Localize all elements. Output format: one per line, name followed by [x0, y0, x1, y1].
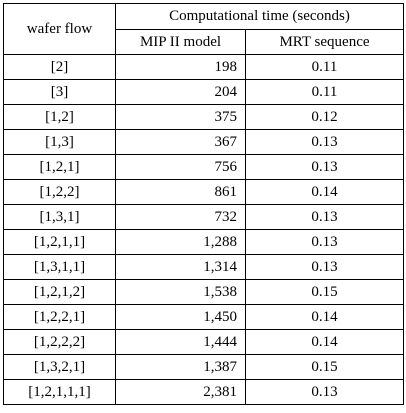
- wafer-flow: [1,2,1,1,1]: [3, 379, 116, 405]
- group-header: Computational time (seconds): [115, 3, 404, 30]
- data-row: [1,2,2] 861 0.14: [3, 179, 404, 205]
- column-header: MIP II model: [115, 29, 246, 55]
- wafer-flow: [1,3,1,1]: [3, 254, 116, 280]
- mip-time: 204: [115, 79, 246, 105]
- data-row: [1,2,1,2] 1,538 0.15: [3, 279, 404, 305]
- wafer-flow: [1,2,1,1]: [3, 229, 116, 255]
- wafer-flow: [3]: [3, 79, 116, 105]
- mip-time: 1,387: [115, 354, 246, 380]
- mip-time: 367: [115, 129, 246, 155]
- mrt-time: 0.14: [245, 179, 404, 205]
- mip-time: 756: [115, 154, 246, 180]
- wafer-flow: [1,2]: [3, 104, 116, 130]
- wafer-flow: [1,3]: [3, 129, 116, 155]
- data-row: [3] 204 0.11: [3, 79, 404, 105]
- mrt-time: 0.14: [245, 329, 404, 355]
- table-body: wafer flow Computational time (seconds) …: [3, 3, 404, 405]
- header-row: wafer flow Computational time (seconds): [3, 3, 404, 55]
- wafer-flow: [1,2,1,2]: [3, 279, 116, 305]
- mrt-time: 0.13: [245, 204, 404, 230]
- wafer-flow: [1,3,1]: [3, 204, 116, 230]
- wafer-flow: [1,2,2,1]: [3, 304, 116, 330]
- mrt-time: 0.12: [245, 104, 404, 130]
- data-row: [1,3,1] 732 0.13: [3, 204, 404, 230]
- wafer-flow: [1,2,1]: [3, 154, 116, 180]
- data-row: [2] 198 0.11: [3, 54, 404, 80]
- mrt-time: 0.15: [245, 354, 404, 380]
- data-row: [1,2,2,2] 1,444 0.14: [3, 329, 404, 355]
- column-header: MRT sequence: [245, 29, 404, 55]
- data-row: [1,3,2,1] 1,387 0.15: [3, 354, 404, 380]
- mrt-time: 0.13: [245, 229, 404, 255]
- mrt-time: 0.13: [245, 254, 404, 280]
- wafer-flow: [1,3,2,1]: [3, 354, 116, 380]
- data-row: [1,2,1,1,1] 2,381 0.13: [3, 379, 404, 405]
- mip-time: 375: [115, 104, 246, 130]
- header-row: MIP II model MRT sequence: [4, 29, 404, 55]
- wafer-flow: [1,2,2,2]: [3, 329, 116, 355]
- mrt-time: 0.13: [245, 154, 404, 180]
- mrt-time: 0.13: [245, 379, 404, 405]
- mip-time: 198: [115, 54, 246, 80]
- wafer-flow: [2]: [3, 54, 116, 80]
- mip-time: 1,288: [115, 229, 246, 255]
- mip-time: 1,314: [115, 254, 246, 280]
- mip-time: 1,538: [115, 279, 246, 305]
- data-row: [1,3] 367 0.13: [3, 129, 404, 155]
- mip-time: 1,450: [115, 304, 246, 330]
- data-table: wafer flow Computational time (seconds) …: [3, 3, 404, 405]
- mip-time: 2,381: [115, 379, 246, 405]
- mip-time: 861: [115, 179, 246, 205]
- data-row: [1,3,1,1] 1,314 0.13: [3, 254, 404, 280]
- mrt-time: 0.14: [245, 304, 404, 330]
- data-row: [1,2,2,1] 1,450 0.14: [3, 304, 404, 330]
- wafer-flow: [1,2,2]: [3, 179, 116, 205]
- data-row: [1,2] 375 0.12: [3, 104, 404, 130]
- mrt-time: 0.11: [245, 79, 404, 105]
- row-header: wafer flow: [3, 3, 116, 55]
- data-row: [1,2,1,1] 1,288 0.13: [3, 229, 404, 255]
- mrt-time: 0.11: [245, 54, 404, 80]
- mip-time: 1,444: [115, 329, 246, 355]
- mip-time: 732: [115, 204, 246, 230]
- mrt-time: 0.15: [245, 279, 404, 305]
- mrt-time: 0.13: [245, 129, 404, 155]
- data-row: [1,2,1] 756 0.13: [3, 154, 404, 180]
